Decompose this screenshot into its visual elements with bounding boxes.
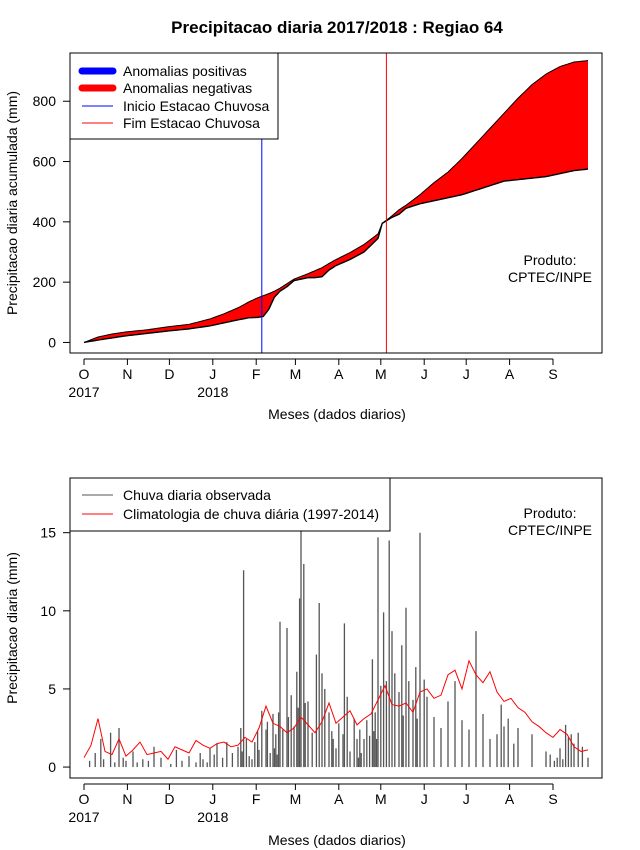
t-x-tick-label: N: [122, 366, 132, 382]
bottom-x-axis: O N D J F M A M J J A S 2017 2018: [68, 783, 558, 825]
top-legend: Anomalias positivas Anomalias negativas …: [69, 52, 279, 140]
t-x-tick-label: J: [463, 366, 470, 382]
legend-label-season-end: Fim Estacao Chuvosa: [123, 115, 260, 131]
t-x-tick-label: O: [79, 366, 90, 382]
climatology-daily-line: [83, 659, 589, 761]
b-y-tick-label: 10: [40, 603, 56, 619]
t-y-tick-label: 400: [33, 214, 57, 230]
legend-label-negative: Anomalias negativas: [123, 80, 252, 96]
climatology-line-layer: [83, 659, 589, 761]
t-x-tick-label: D: [164, 366, 174, 382]
daily-bars-layer: [88, 529, 589, 768]
bottom-y-axis-label: Precipitacao diaria (mm): [4, 552, 20, 704]
anomaly-area-layer: [84, 60, 588, 343]
b-x-year-label: 2018: [197, 809, 228, 825]
b-x-tick-label: S: [548, 791, 557, 807]
b-x-tick-label: A: [505, 791, 515, 807]
bottom-legend: Chuva diaria observada Climatologia de c…: [69, 477, 391, 532]
top-y-axis-label: Precipitacao diaria acumulada (mm): [4, 91, 20, 315]
climatology-accumulated-line: [83, 60, 589, 343]
t-x-tick-label: S: [548, 366, 557, 382]
chart-title: Precipitacao diaria 2017/2018 : Regiao 6…: [171, 18, 503, 37]
t-x-year-label: 2018: [197, 384, 228, 400]
t-x-tick-label: A: [505, 366, 515, 382]
t-y-tick-label: 200: [33, 274, 57, 290]
t-x-tick-label: A: [334, 366, 344, 382]
t-y-tick-label: 0: [48, 334, 56, 350]
b-x-tick-label: J: [463, 791, 470, 807]
legend-label-season-start: Inicio Estacao Chuvosa: [123, 98, 270, 114]
b-y-tick-label: 5: [48, 681, 56, 697]
top-x-axis-label: Meses (dados diarios): [268, 406, 406, 422]
bottom-product-line1: Produto:: [524, 505, 577, 521]
top-product-line1: Produto:: [524, 252, 577, 268]
bottom-legend-box: [69, 477, 391, 532]
t-x-year-label: 2017: [68, 384, 99, 400]
bottom-panel: 0 5 10 15 O N D J F M A M J J A S 2017 2018 Precipitacao…: [4, 477, 603, 848]
negative-anomaly-area: [84, 60, 588, 343]
b-x-tick-label: N: [122, 791, 132, 807]
bottom-x-axis-label: Meses (dados diarios): [268, 832, 406, 848]
t-y-tick-label: 600: [33, 154, 57, 170]
observed-accumulated-line: [83, 168, 589, 344]
top-product-line2: CPTEC/INPE: [508, 269, 592, 285]
t-x-tick-label: F: [252, 366, 261, 382]
t-x-tick-label: M: [375, 366, 387, 382]
bottom-y-axis: 0 5 10 15: [40, 525, 71, 775]
top-y-axis: 0 200 400 600 800: [33, 93, 71, 350]
b-x-tick-label: A: [334, 791, 344, 807]
b-x-tick-label: J: [421, 791, 428, 807]
top-legend-box: [69, 52, 279, 140]
b-x-tick-label: F: [252, 791, 261, 807]
b-x-tick-label: M: [375, 791, 387, 807]
t-x-tick-label: M: [290, 366, 302, 382]
bottom-product-line2: CPTEC/INPE: [508, 522, 592, 538]
top-panel: 0 200 400 600 800 O N D J F M A M J J A S 2017 2018 Preci…: [4, 52, 603, 422]
legend-label-climatology: Climatologia de chuva diária (1997-2014): [123, 506, 379, 522]
top-x-axis: O N D J F M A M J J A S 2017 2018: [68, 358, 558, 400]
t-x-tick-label: J: [209, 366, 216, 382]
b-x-tick-label: M: [290, 791, 302, 807]
legend-label-observed: Chuva diaria observada: [123, 487, 271, 503]
t-y-tick-label: 800: [33, 93, 57, 109]
b-x-tick-label: D: [164, 791, 174, 807]
b-x-tick-label: J: [209, 791, 216, 807]
b-y-tick-label: 15: [40, 525, 56, 541]
legend-label-positive: Anomalias positivas: [123, 63, 247, 79]
b-x-tick-label: O: [79, 791, 90, 807]
b-y-tick-label: 0: [48, 759, 56, 775]
t-x-tick-label: J: [421, 366, 428, 382]
b-x-year-label: 2017: [68, 809, 99, 825]
